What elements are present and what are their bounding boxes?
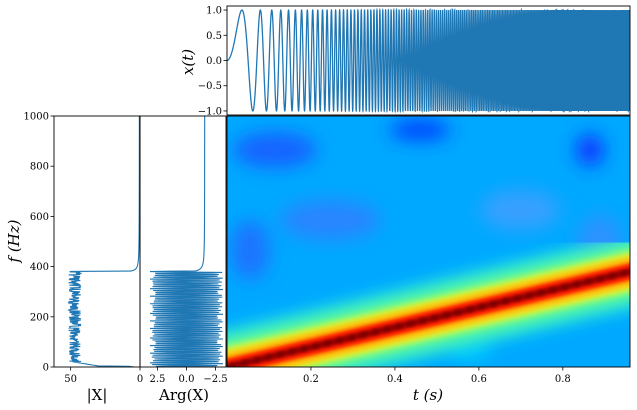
- spectrogram-ridge-peak: [443, 311, 450, 319]
- signal-line: [227, 7, 630, 114]
- spectrogram-axes-frame: [226, 115, 631, 368]
- spectrogram-ridge-peak: [265, 353, 272, 361]
- spectrogram-x-tick-label: 0.6: [471, 374, 487, 385]
- spectrogram-ridge-peak: [395, 323, 403, 330]
- phase-x-tick-label: 2.5: [149, 374, 165, 385]
- spectrogram-ridge-band: [227, 268, 630, 367]
- spectrogram-ridge-peak: [253, 356, 260, 364]
- spectrogram-ridge-peak: [549, 286, 557, 294]
- magnitude-line: [67, 116, 140, 367]
- spectrogram-ridge-peak: [348, 334, 355, 341]
- spectrogram-ridge-peak: [312, 342, 320, 350]
- spectrogram-ridge-peak: [526, 292, 533, 299]
- magnitude-y-tick-label: 0: [43, 363, 49, 374]
- spectrogram-ridge-peak: [288, 348, 296, 355]
- spectrogram-x-tick-label: 0.8: [555, 374, 571, 385]
- phase-series: [149, 116, 223, 367]
- spectrogram-ridge-peak: [454, 309, 462, 316]
- spectrogram-ridge-peak: [490, 300, 497, 308]
- spectrogram-ridge-peak: [419, 317, 426, 324]
- magnitude-x-ticks: 50 0: [64, 367, 143, 385]
- magnitude-x-tick-label: 50: [64, 374, 77, 385]
- signal-series: [227, 7, 630, 114]
- spectrogram-x-tick-label: 0.2: [303, 374, 319, 385]
- spectrogram-panel: 0.2 0.4 0.6 0.8 t (s): [226, 115, 631, 404]
- magnitude-panel: 0 200 400 600 800 1000 50 0 f (Hz) |X|: [5, 112, 143, 405]
- spectrogram-ridge-peak: [371, 328, 379, 336]
- spectrogram-ridge-peak: [561, 283, 569, 291]
- magnitude-series: [67, 116, 140, 367]
- spectrogram-ridge-peak: [573, 281, 580, 288]
- spectrogram-ridge-peak: [537, 289, 545, 296]
- spectrogram-heatmap: [227, 116, 630, 367]
- spectrogram-ridge-peak: [431, 314, 438, 322]
- phase-panel: 2.5 0.0 −2.5 Arg(X): [139, 115, 228, 404]
- signal-y-tick-label: 0.5: [206, 31, 222, 42]
- spectrogram-ridge-peak: [478, 303, 486, 310]
- signal-y-ticks: −1.0 −0.5 0.0 0.5 1.0: [198, 6, 227, 117]
- spectrogram-ridge-peak: [360, 331, 367, 338]
- spectrogram-ridge-peak: [277, 351, 284, 358]
- magnitude-y-tick-label: 600: [30, 212, 49, 223]
- signal-y-label: x(t): [179, 49, 197, 75]
- spectrogram-ridge-peak: [609, 272, 616, 280]
- spectrogram-x-label: t (s): [413, 386, 443, 404]
- spectrogram-ridge-peak: [514, 295, 521, 302]
- phase-x-ticks: 2.5 0.0 −2.5: [149, 367, 228, 385]
- spectrogram-ridge-peak: [336, 337, 343, 344]
- spectrogram-ridge-peak: [597, 275, 604, 282]
- spectrogram-x-tick-label: 0.4: [387, 374, 403, 385]
- spectrogram-ridge-peak: [407, 320, 414, 327]
- signal-y-tick-label: 1.0: [206, 6, 222, 17]
- spectrogram-ridge-peak: [466, 306, 474, 313]
- spectrogram-ridge-peak: [585, 278, 592, 285]
- signal-y-tick-label: 0.0: [206, 56, 222, 67]
- phase-x-tick-label: −2.5: [203, 374, 227, 385]
- signal-panel: −1.0 −0.5 0.0 0.5 1.0 x(t): [179, 6, 631, 117]
- phase-line: [149, 116, 223, 367]
- spectrogram-x-ticks: 0.2 0.4 0.6 0.8: [303, 367, 571, 385]
- magnitude-y-ticks: 0 200 400 600 800 1000: [24, 112, 54, 374]
- magnitude-x-label: |X|: [87, 386, 108, 404]
- phase-x-label: Arg(X): [158, 386, 209, 404]
- phase-x-tick-label: 0.0: [179, 374, 195, 385]
- spectrogram-ridge-peak: [620, 269, 628, 277]
- magnitude-y-tick-label: 400: [30, 262, 49, 273]
- spectrogram-ridge-peak: [229, 362, 237, 367]
- signal-y-tick-label: −1.0: [198, 106, 222, 117]
- magnitude-y-tick-label: 200: [30, 312, 49, 323]
- magnitude-x-tick-label: 0: [137, 374, 143, 385]
- spectrogram-ridge-peak: [300, 345, 308, 352]
- signal-y-tick-label: −0.5: [198, 81, 222, 92]
- spectrogram-ridge-peak: [241, 359, 248, 366]
- spectrogram-ridge-peak: [502, 297, 509, 305]
- magnitude-y-tick-label: 1000: [24, 112, 49, 123]
- magnitude-y-label: f (Hz): [5, 219, 23, 263]
- spectrogram-ridge-peak: [324, 339, 331, 347]
- spectrogram-ridge-peak: [383, 325, 391, 333]
- magnitude-y-tick-label: 800: [30, 162, 49, 173]
- phase-axes-frame: [139, 115, 227, 368]
- magnitude-axes-frame: [53, 115, 141, 368]
